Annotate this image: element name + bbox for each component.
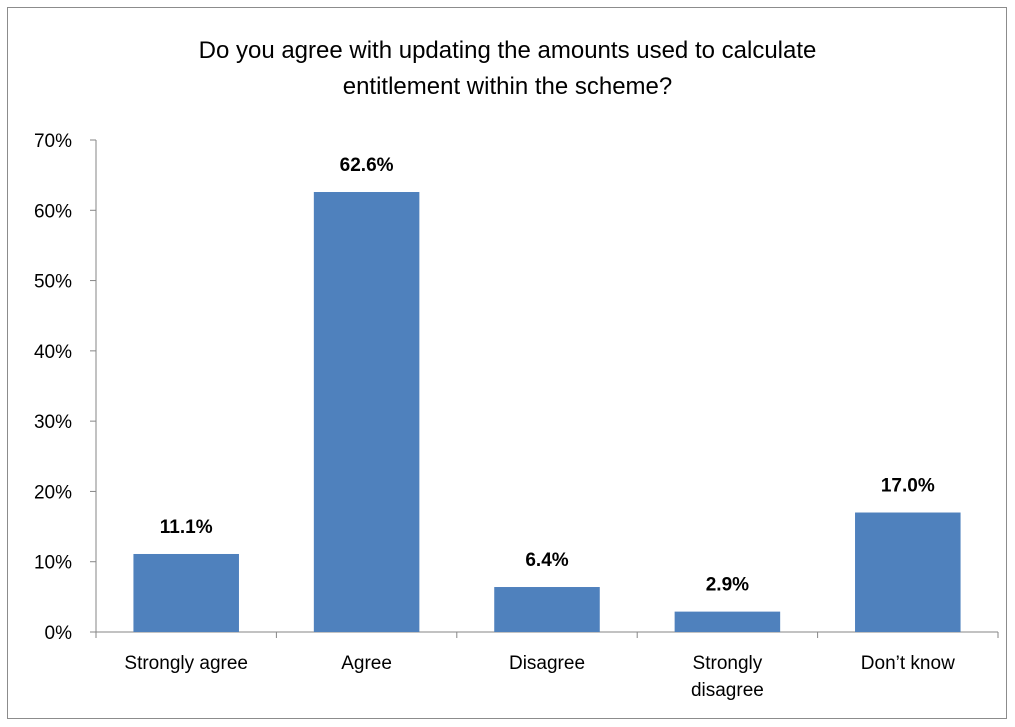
chart-title-line-1: Do you agree with updating the amounts u… [198,37,817,64]
y-tick-label: 20% [34,482,72,503]
data-label: 2.9% [706,575,749,596]
data-label: 62.6% [340,155,394,176]
bar [313,192,420,633]
y-axis: 0% 10% 20% 30% 40% 50% 60% 70% [34,131,97,644]
bar [674,611,781,632]
bar-series [133,192,961,633]
y-tick-label: 60% [34,201,72,222]
x-axis: Strongly agree Agree Disagree Strongly disag… [95,631,999,701]
data-label: 11.1% [160,517,213,538]
chart-title-line-2: entitlement within the scheme? [342,73,673,100]
bar [855,512,961,632]
x-tick-label: Strongly [693,653,763,674]
x-tick-label: Strongly agree [124,653,248,674]
y-tick-label: 10% [34,553,72,574]
x-tick-label: disagree [691,680,764,701]
bar [133,553,239,632]
data-label: 17.0% [881,476,935,497]
data-labels: 11.1% 62.6% 6.4% 2.9% 17.0% [160,155,935,596]
y-tick-label: 0% [45,623,73,644]
bar [494,587,600,632]
y-tick-label: 30% [34,412,72,433]
data-label: 6.4% [525,550,568,571]
y-tick-label: 70% [34,131,72,152]
x-tick-label: Disagree [509,653,585,674]
y-tick-label: 40% [34,342,72,363]
y-tick-label: 50% [34,272,72,293]
x-tick-label: Agree [341,653,392,674]
x-tick-label: Don’t know [861,653,955,674]
